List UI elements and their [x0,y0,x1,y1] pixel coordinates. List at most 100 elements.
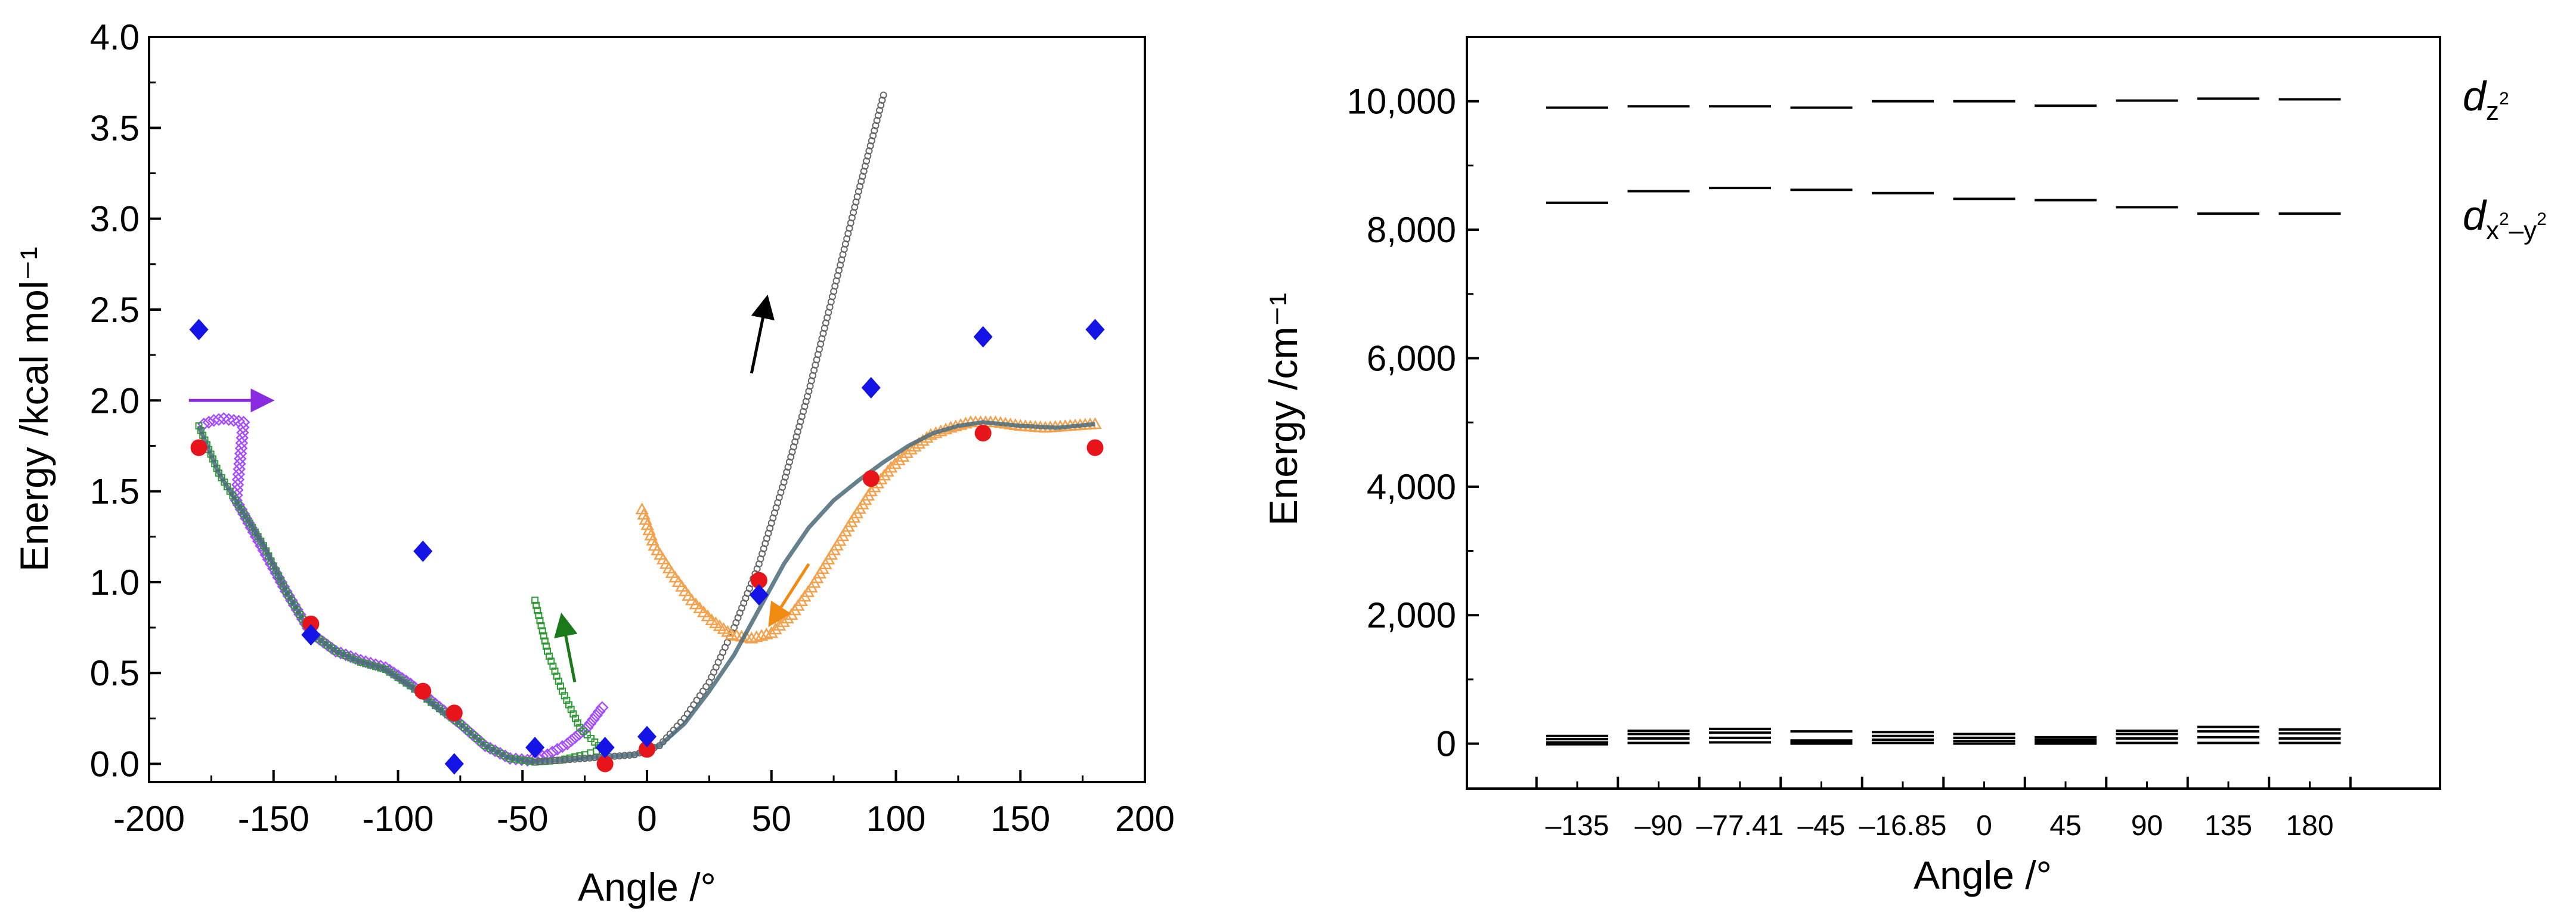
circles-point [596,755,614,772]
circles-point [639,741,655,758]
circles-point [445,704,463,722]
diamonds-point [749,584,769,606]
left-x-tick-label: -200 [113,799,185,839]
scan-gray-point [802,397,810,405]
scan-gray-point [859,172,866,180]
scan-purple-point [587,713,600,726]
left-y-tick-label: 2.0 [90,381,140,421]
scan-green-point [553,672,561,680]
scan-gray-point [798,413,806,421]
circles-point [1086,439,1104,456]
scan-green-point [559,687,566,695]
left-x-tick-label: -150 [238,799,309,839]
diamonds-point [637,725,657,747]
orange-arrow [768,563,810,628]
scan-gray-point [791,438,799,446]
scan-gray-point [873,116,881,124]
scan-gray-point [880,91,887,99]
scan-orange-point [745,631,758,644]
scan-green-point [576,724,584,731]
scan-gray-point [860,167,868,175]
scan-gray-point [795,423,803,431]
circles-point [190,439,208,456]
fit-curve-line [197,420,1095,764]
diamonds-point [444,753,464,775]
scan-purple-point [596,701,609,714]
scan-gray-point [866,142,874,150]
right-axes: 0 2,000 4,000 6,000 8,000 10,000 –135 –90 –77.41… [1346,82,2352,842]
right-x-tick-label: 90 [2131,810,2163,842]
right-x-tick-label: 0 [1976,810,1992,842]
left-y-axis-title: Energy /kcal mol⁻¹ [12,247,56,572]
scan-gray-point [876,106,884,114]
right-x-tick-label: –135 [1546,810,1609,842]
scan-green-point [536,617,544,625]
left-y-tick-label: 3.0 [90,199,140,239]
green-arrow [554,613,578,682]
scan-gray-point [857,177,865,185]
scan-purple-point [568,731,582,744]
scan-gray-point [784,463,792,471]
scan-gray-point [781,473,789,481]
scan-purple-point [561,737,574,750]
diamonds-point [413,540,433,563]
left-x-tick-label: 100 [866,799,925,839]
scan-green-point [587,734,595,742]
scan-gray-point [854,187,862,195]
scan-green-point [535,611,543,619]
left-x-axis-title: Angle /° [578,865,716,909]
scan-green-point [538,627,546,635]
scan-green-point [541,637,549,645]
scan-purple-point [222,413,236,427]
scan-orange-point [754,629,769,641]
scan-green-point [580,727,587,735]
scan-green-point [549,662,557,670]
diamonds-point [189,319,209,341]
right-y-tick-label: 2,000 [1367,595,1456,635]
scan-green-point [583,731,591,738]
left-x-tick-label: 150 [990,799,1050,839]
dx2y2-sub-x: x [2486,216,2499,245]
scan-green-point [571,715,579,722]
scan-purple-point [584,717,597,730]
left-axes: -200 -150 -100 -50 0 50 100 150 200 0.0 0.5 1.0 1.5 2… [90,17,1175,839]
scan-gray-point [861,162,869,170]
scan-orange-point [904,442,918,455]
left-y-tick-label: 1.5 [90,472,140,512]
scan-gray-point [874,112,882,119]
scan-orange-point [689,597,702,610]
scan-green-point [547,657,555,665]
scan-green-point [537,622,545,630]
scan-purple-point [590,709,603,722]
left-chart: -200 -150 -100 -50 0 50 100 150 200 0.0 0.5 1.0 1.5 2… [12,17,1175,909]
right-x-tick-label: –16.85 [1859,810,1947,842]
right-y-axis-title: Energy /cm⁻¹ [1261,293,1305,526]
scan-purple-point [227,414,240,427]
right-plot-frame [1466,36,2441,790]
scan-purple-point [572,727,586,741]
left-x-tick-label: -100 [362,799,434,839]
right-x-tick-label: 45 [2049,810,2081,842]
scan-green-point [555,677,562,685]
scan-gray-point [783,468,791,476]
scan-purple-point [217,412,231,425]
scan-green-point [542,642,550,650]
scan-gray-point [872,122,880,129]
scan-purple-point [581,721,594,734]
scan-gray-point [865,147,873,154]
dz2-sup: 2 [2499,89,2509,109]
scan-purple-point [202,416,215,429]
scan-gray-point [864,152,872,160]
dx2y2-label: dx2–y2 [2463,192,2547,245]
scan-gray-point [794,428,801,435]
scan-purple-point [556,740,569,753]
circles-point [974,425,992,442]
diamonds-point [301,624,321,646]
scan-green-point [544,647,551,655]
scan-gray-point [780,478,788,486]
scan-green-point [556,682,564,690]
left-x-tick-label: 200 [1115,799,1175,839]
scan-gray-point [878,96,886,104]
